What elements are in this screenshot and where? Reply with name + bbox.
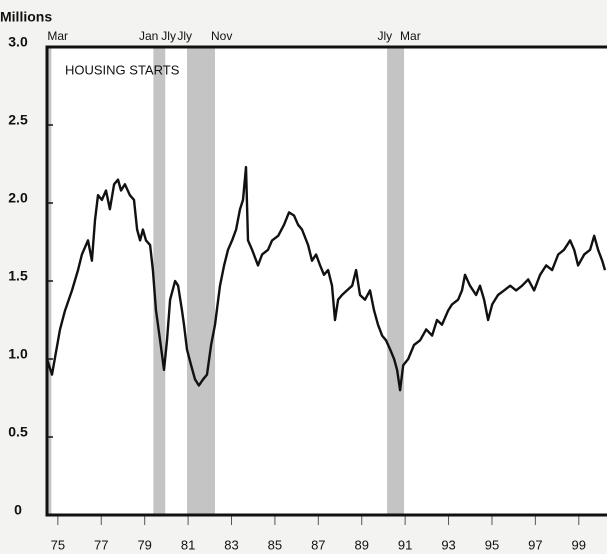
x-tick-label: 93: [441, 537, 455, 552]
y-tick-label: 3.0: [8, 34, 28, 50]
x-tick-label: 83: [224, 537, 238, 552]
x-tick-label: 79: [137, 537, 151, 552]
x-tick-label: 87: [311, 537, 325, 552]
plot-frame: [45, 45, 607, 517]
recession-start-label: Jly: [377, 29, 392, 43]
housing-starts-line: [47, 165, 607, 392]
x-tick-label: 95: [485, 537, 499, 552]
y-tick-label: 0.5: [8, 424, 28, 440]
recession-end-label: Mar: [400, 29, 421, 43]
y-tick-label: 1.0: [8, 346, 28, 362]
y-tick-label: 1.5: [8, 268, 28, 284]
x-tick-label: 85: [268, 537, 282, 552]
y-tick-label: 2.5: [8, 112, 28, 128]
x-tick-label: 89: [354, 537, 368, 552]
x-tick-label: 97: [528, 537, 542, 552]
x-tick-label: 81: [181, 537, 195, 552]
recession-start-label: Jly: [177, 29, 192, 43]
recession-end-label: Jly: [161, 29, 176, 43]
x-tick-label: 75: [51, 537, 65, 552]
recession-end-label: Nov: [211, 29, 232, 43]
recession-start-label: Jan: [139, 29, 158, 43]
recession-band: [153, 47, 166, 515]
x-tick-label: 99: [572, 537, 586, 552]
recession-band: [387, 47, 405, 515]
y-axis-label: Millions: [0, 9, 52, 25]
plot-area: [47, 47, 607, 515]
x-tick-label: 91: [398, 537, 412, 552]
x-tick-label: 77: [94, 537, 108, 552]
recession-band: [187, 47, 215, 515]
y-tick-label: 2.0: [8, 190, 28, 206]
recession-end-label: Mar: [47, 29, 68, 43]
y-tick-label: 0: [14, 502, 22, 518]
chart-title: HOUSING STARTS: [65, 62, 180, 77]
